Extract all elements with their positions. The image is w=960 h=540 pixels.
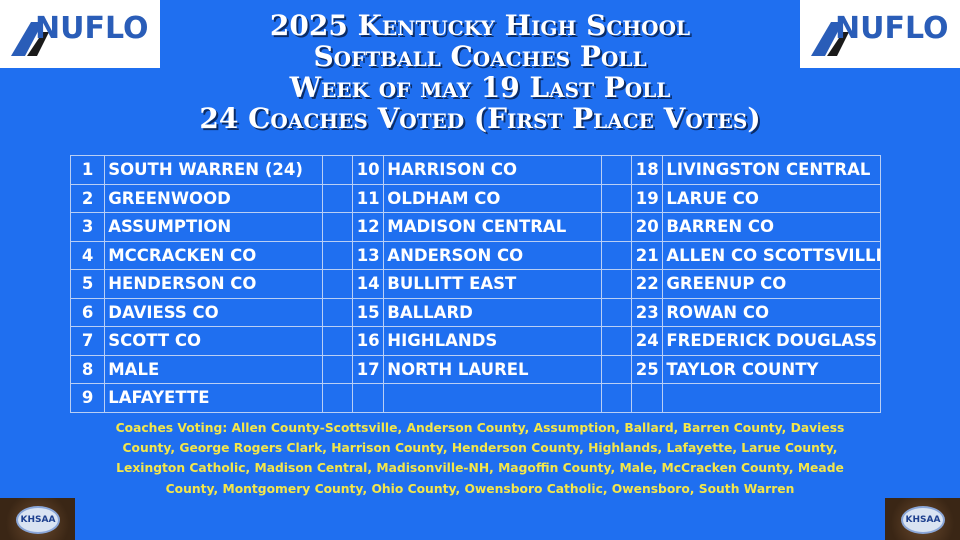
team-cell: LARUE CO <box>662 183 881 213</box>
spacer-cell <box>321 354 354 384</box>
spacer-cell <box>321 297 354 327</box>
team-cell: TAYLOR COUNTY <box>662 354 881 384</box>
rank-cell: 1 <box>69 155 106 185</box>
rank-cell: 17 <box>352 354 385 384</box>
team-cell <box>662 383 881 413</box>
rank-cell: 9 <box>69 383 106 413</box>
team-cell: MCCRACKEN CO <box>104 240 323 270</box>
rank-cell: 6 <box>69 297 106 327</box>
team-cell: ROWAN CO <box>662 297 881 327</box>
spacer-cell <box>600 212 633 242</box>
team-cell: SOUTH WARREN (24) <box>104 155 323 185</box>
rank-cell: 21 <box>631 240 664 270</box>
spacer-cell <box>600 240 633 270</box>
spacer-cell <box>321 183 354 213</box>
rank-cell: 19 <box>631 183 664 213</box>
spacer-cell <box>600 183 633 213</box>
table-row: 8 MALE 17 NORTH LAUREL 25 TAYLOR COUNTY <box>69 354 881 384</box>
poll-title: 2025 Kentucky High School Softball Coach… <box>160 10 800 134</box>
nuflo-logo-left: NUFLO <box>0 0 160 68</box>
logo-text: NUFLO <box>35 11 149 46</box>
team-cell: BARREN CO <box>662 212 881 242</box>
spacer-cell <box>600 354 633 384</box>
team-cell: DAVIESS CO <box>104 297 323 327</box>
title-line-4: 24 Coaches Voted (First Place Votes) <box>199 102 761 135</box>
team-cell: ASSUMPTION <box>104 212 323 242</box>
title-line-2: Softball Coaches Poll <box>313 40 647 73</box>
spacer-cell <box>600 326 633 356</box>
rank-cell: 12 <box>352 212 385 242</box>
table-row: 5 HENDERSON CO 14 BULLITT EAST 22 GREENUP CO <box>69 269 881 299</box>
khsaa-badge: KHSAA <box>16 506 60 534</box>
team-cell <box>383 383 602 413</box>
team-cell: BULLITT EAST <box>383 269 602 299</box>
spacer-cell <box>321 326 354 356</box>
nuflo-logo-right: NUFLO <box>800 0 960 68</box>
team-cell: SCOTT CO <box>104 326 323 356</box>
rank-cell: 8 <box>69 354 106 384</box>
rank-cell: 3 <box>69 212 106 242</box>
table-row: 4 MCCRACKEN CO 13 ANDERSON CO 21 ALLEN CO SCO… <box>69 240 881 270</box>
rank-cell: 13 <box>352 240 385 270</box>
rank-cell: 18 <box>631 155 664 185</box>
nuflo-road-icon: NUFLO <box>11 11 149 56</box>
team-cell: FREDERICK DOUGLASS <box>662 326 881 356</box>
team-cell: HARRISON CO <box>383 155 602 185</box>
table-row: 6 DAVIESS CO 15 BALLARD 23 ROWAN CO <box>69 297 881 327</box>
team-cell: NORTH LAUREL <box>383 354 602 384</box>
rank-cell: 23 <box>631 297 664 327</box>
nuflo-road-icon: NUFLO <box>811 11 949 56</box>
spacer-cell <box>321 155 354 185</box>
rank-cell: 16 <box>352 326 385 356</box>
rank-cell: 11 <box>352 183 385 213</box>
khsaa-logo-right: KHSAA <box>885 498 960 540</box>
spacer-cell <box>600 269 633 299</box>
team-cell: LIVINGSTON CENTRAL <box>662 155 881 185</box>
team-cell: ALLEN CO SCOTTSVILLE <box>662 240 881 270</box>
rank-cell: 7 <box>69 326 106 356</box>
team-cell: BALLARD <box>383 297 602 327</box>
spacer-cell <box>321 269 354 299</box>
spacer-cell <box>321 212 354 242</box>
rank-cell: 10 <box>352 155 385 185</box>
spacer-cell <box>321 240 354 270</box>
rank-cell: 22 <box>631 269 664 299</box>
team-cell: HENDERSON CO <box>104 269 323 299</box>
rankings-table: 1 SOUTH WARREN (24) 10 HARRISON CO 18 LIVINGS… <box>69 155 881 413</box>
spacer-cell <box>321 383 354 413</box>
team-cell: MADISON CENTRAL <box>383 212 602 242</box>
team-cell: OLDHAM CO <box>383 183 602 213</box>
khsaa-badge: KHSAA <box>901 506 945 534</box>
table-row: 7 SCOTT CO 16 HIGHLANDS 24 FREDERICK DOUGLASS <box>69 326 881 356</box>
team-cell: MALE <box>104 354 323 384</box>
rank-cell <box>631 383 664 413</box>
table-row: 3 ASSUMPTION 12 MADISON CENTRAL 20 BARREN CO <box>69 212 881 242</box>
khsaa-logo-left: KHSAA <box>0 498 75 540</box>
rank-cell: 15 <box>352 297 385 327</box>
team-cell: LAFAYETTE <box>104 383 323 413</box>
rank-cell: 4 <box>69 240 106 270</box>
team-cell: GREENWOOD <box>104 183 323 213</box>
title-line-1: 2025 Kentucky High School <box>269 9 691 42</box>
coaches-voting-list: Coaches Voting: Allen County-Scottsville… <box>115 421 845 496</box>
team-cell: ANDERSON CO <box>383 240 602 270</box>
rank-cell: 24 <box>631 326 664 356</box>
team-cell: GREENUP CO <box>662 269 881 299</box>
rank-cell <box>352 383 385 413</box>
spacer-cell <box>600 155 633 185</box>
rank-cell: 5 <box>69 269 106 299</box>
table-row: 1 SOUTH WARREN (24) 10 HARRISON CO 18 LIVINGS… <box>69 155 881 185</box>
title-line-3: Week of may 19 Last Poll <box>289 71 671 104</box>
table-row: 2 GREENWOOD 11 OLDHAM CO 19 LARUE CO <box>69 183 881 213</box>
rank-cell: 25 <box>631 354 664 384</box>
spacer-cell <box>600 383 633 413</box>
rank-cell: 2 <box>69 183 106 213</box>
spacer-cell <box>600 297 633 327</box>
team-cell: HIGHLANDS <box>383 326 602 356</box>
logo-text: NUFLO <box>835 11 949 46</box>
rank-cell: 20 <box>631 212 664 242</box>
table-row: 9 LAFAYETTE <box>69 383 881 413</box>
rank-cell: 14 <box>352 269 385 299</box>
